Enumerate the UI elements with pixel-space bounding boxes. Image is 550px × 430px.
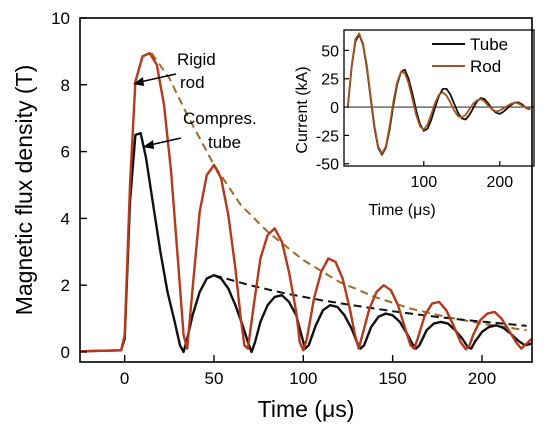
y-tick-label-0: 0	[61, 343, 70, 362]
y-tick-label-5: 10	[51, 9, 70, 28]
main-chart: 0 50 100 150 200 0 2 4 6 8 10 Time (μs) Magnetic …	[11, 9, 533, 422]
main-y-ticks: 0 2 4 6 8 10	[51, 9, 87, 362]
inset-legend: Tube Rod	[432, 35, 508, 76]
annotation-compres: Compres.	[183, 109, 257, 128]
main-plot-frame	[79, 17, 533, 363]
x-tick-label-0: 0	[120, 369, 129, 388]
series-line-tube	[79, 131, 533, 354]
inset-y-tick-label-0: -50	[316, 157, 339, 174]
annotation-rod: rod	[180, 73, 205, 92]
inset-y-tick-label-4: 50	[321, 43, 339, 60]
y-tick-label-3: 6	[61, 143, 70, 162]
main-y-axis-label: Magnetic flux density (T)	[11, 65, 37, 316]
inset-x-tick-label-1: 200	[486, 174, 513, 191]
inset-x-ticks: 100 200	[410, 161, 513, 191]
annotation-rigid: Rigid	[177, 50, 216, 69]
inset-y-tick-label-3: 25	[321, 72, 339, 89]
series-line-rod	[79, 51, 533, 353]
y-tick-label-4: 8	[61, 76, 70, 95]
x-tick-label-3: 150	[378, 369, 406, 388]
inset-x-tick-label-0: 100	[410, 174, 437, 191]
annotation-arrow-tube	[143, 137, 182, 149]
inset-chart: 100 200 -50 -25 0 25 50 Time (μs) Current (kA…	[294, 29, 535, 219]
inset-series-line-rod	[346, 32, 531, 155]
annotation-arrow-rod	[133, 73, 177, 86]
inset-x-axis-label: Time (μs)	[368, 202, 435, 219]
inset-y-ticks: -50 -25 0 25 50	[316, 43, 349, 174]
inset-y-tick-label-2: 0	[330, 100, 339, 117]
legend-label-rod: Rod	[470, 57, 501, 76]
inset-series-layer	[344, 32, 534, 156]
main-x-ticks: 0 50 100 150 200	[120, 355, 496, 388]
inset-plot-frame	[343, 29, 535, 167]
legend-label-tube: Tube	[470, 35, 508, 54]
main-series-layer	[79, 51, 533, 354]
series-line-rod_envelope	[150, 52, 527, 332]
y-tick-label-2: 4	[61, 209, 70, 228]
main-x-axis-label: Time (μs)	[258, 396, 355, 422]
x-tick-label-1: 50	[205, 369, 224, 388]
y-tick-label-1: 2	[61, 276, 70, 295]
x-tick-label-4: 200	[468, 369, 496, 388]
x-tick-label-2: 100	[289, 369, 317, 388]
inset-y-tick-label-1: -25	[316, 128, 339, 145]
inset-y-axis-label: Current (kA)	[294, 66, 311, 153]
annotation-tube: tube	[208, 133, 241, 152]
series-line-tube_envelope	[213, 274, 527, 327]
